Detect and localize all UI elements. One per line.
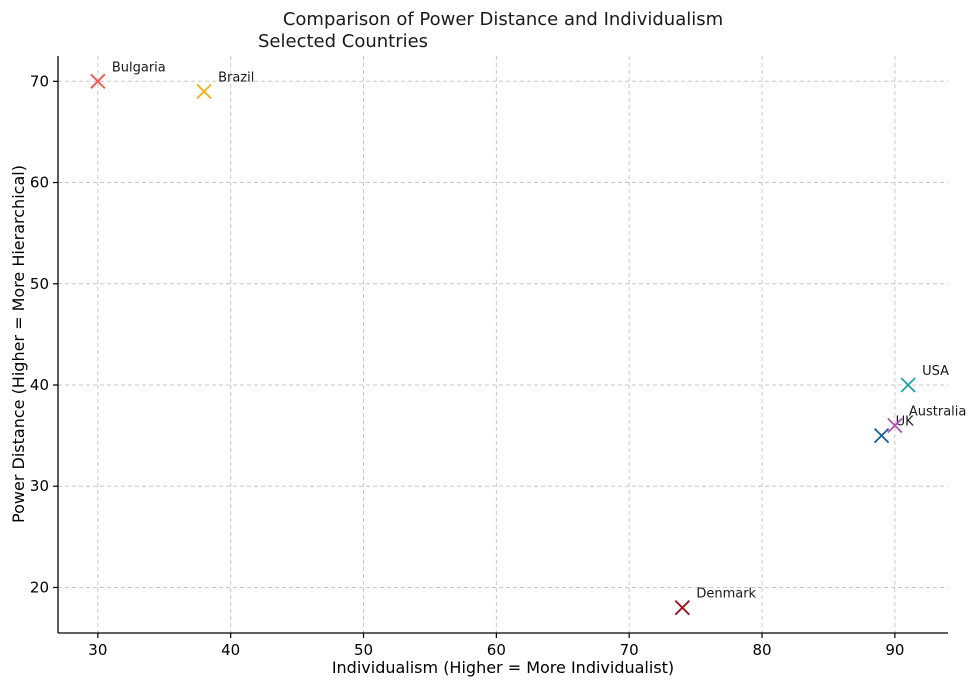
axes-spines bbox=[57, 56, 948, 634]
point-label: Brazil bbox=[218, 70, 254, 85]
y-tick-label: 30 bbox=[30, 477, 49, 495]
point-marker bbox=[887, 417, 903, 434]
y-tick-label: 40 bbox=[30, 376, 49, 394]
x-tick-label: 30 bbox=[88, 641, 107, 659]
y-tick-label: 70 bbox=[30, 72, 49, 90]
point-label: Bulgaria bbox=[112, 60, 166, 75]
x-axis-ticks: 30 40 50 60 70 80 90 bbox=[88, 633, 904, 659]
point-marker bbox=[873, 427, 890, 444]
data-point: Australia bbox=[887, 404, 967, 434]
point-marker bbox=[196, 83, 212, 100]
data-point: UK bbox=[873, 415, 915, 444]
chart-subtitle: Selected Countries bbox=[258, 31, 428, 52]
grid-lines bbox=[58, 56, 948, 633]
point-marker bbox=[90, 73, 106, 89]
data-point: Brazil bbox=[196, 70, 254, 100]
y-tick-label: 50 bbox=[30, 275, 49, 293]
x-axis-label: Individualism (Higher = More Individuali… bbox=[332, 658, 674, 677]
point-label: Australia bbox=[909, 404, 967, 419]
y-axis-label: Power Distance (Higher = More Hierarchic… bbox=[9, 165, 28, 523]
point-label: USA bbox=[922, 364, 949, 379]
chart-title: Comparison of Power Distance and Individ… bbox=[283, 9, 723, 30]
x-tick-label: 40 bbox=[221, 641, 240, 659]
data-point: USA bbox=[900, 364, 949, 393]
x-tick-label: 60 bbox=[487, 641, 506, 659]
y-tick-label: 60 bbox=[30, 174, 49, 192]
y-axis-ticks: 20 30 40 50 60 70 bbox=[30, 72, 58, 596]
data-point: Denmark bbox=[674, 587, 757, 616]
point-marker bbox=[900, 377, 916, 393]
x-tick-label: 90 bbox=[885, 641, 904, 659]
data-point: Bulgaria bbox=[90, 60, 166, 89]
y-tick-label: 20 bbox=[30, 578, 49, 596]
x-tick-label: 50 bbox=[354, 641, 373, 659]
point-label: UK bbox=[896, 415, 915, 430]
point-label: Denmark bbox=[696, 587, 756, 602]
point-marker bbox=[674, 600, 690, 616]
x-tick-label: 80 bbox=[752, 641, 771, 659]
x-tick-label: 70 bbox=[620, 641, 639, 659]
